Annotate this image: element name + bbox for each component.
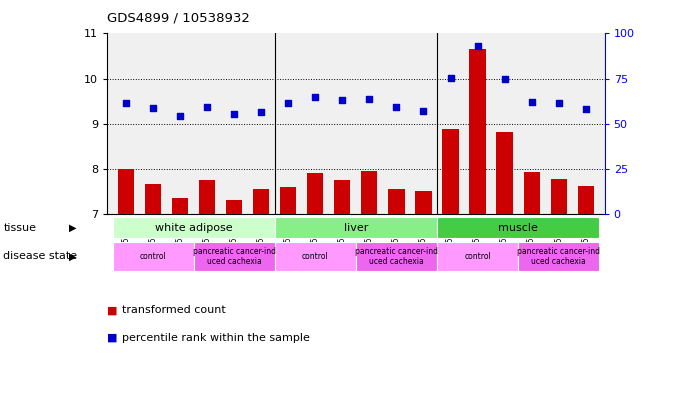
Text: transformed count: transformed count xyxy=(122,305,226,316)
Bar xyxy=(469,49,486,214)
Point xyxy=(418,108,429,114)
Bar xyxy=(113,217,275,238)
Bar xyxy=(442,129,459,214)
Bar xyxy=(199,180,216,214)
Text: ■: ■ xyxy=(107,305,117,316)
Text: control: control xyxy=(302,252,329,261)
Point xyxy=(580,106,591,112)
Bar xyxy=(280,187,296,214)
Point xyxy=(499,76,510,82)
Point xyxy=(120,100,131,107)
Point xyxy=(337,97,348,103)
Point xyxy=(391,103,402,110)
Bar xyxy=(307,173,323,214)
Bar xyxy=(524,172,540,214)
Point xyxy=(445,75,456,81)
Text: white adipose: white adipose xyxy=(155,222,232,233)
Text: muscle: muscle xyxy=(498,222,538,233)
Text: liver: liver xyxy=(343,222,368,233)
Bar xyxy=(118,169,134,214)
Bar xyxy=(437,242,518,271)
Bar xyxy=(578,186,594,214)
Bar xyxy=(226,200,243,214)
Point xyxy=(310,94,321,100)
Point xyxy=(202,103,213,110)
Text: ▶: ▶ xyxy=(69,252,77,261)
Bar xyxy=(275,217,437,238)
Bar xyxy=(361,171,377,214)
Bar xyxy=(437,217,599,238)
Point xyxy=(526,99,537,105)
Text: percentile rank within the sample: percentile rank within the sample xyxy=(122,333,310,343)
Point xyxy=(553,100,564,107)
Text: ■: ■ xyxy=(107,333,117,343)
Bar xyxy=(145,184,161,214)
Text: control: control xyxy=(464,252,491,261)
Text: GDS4899 / 10538932: GDS4899 / 10538932 xyxy=(107,12,250,25)
Point xyxy=(175,112,186,119)
Text: pancreatic cancer-ind
uced cachexia: pancreatic cancer-ind uced cachexia xyxy=(517,247,600,266)
Bar xyxy=(496,132,513,214)
Text: pancreatic cancer-ind
uced cachexia: pancreatic cancer-ind uced cachexia xyxy=(193,247,276,266)
Point xyxy=(148,105,159,111)
Bar xyxy=(253,189,269,214)
Text: tissue: tissue xyxy=(3,222,37,233)
Bar xyxy=(415,191,432,214)
Bar xyxy=(172,198,188,214)
Bar xyxy=(113,242,193,271)
Text: disease state: disease state xyxy=(3,252,77,261)
Point xyxy=(256,109,267,115)
Point xyxy=(472,43,483,49)
Bar xyxy=(356,242,437,271)
Text: control: control xyxy=(140,252,167,261)
Bar xyxy=(193,242,275,271)
Bar xyxy=(551,179,567,214)
Point xyxy=(283,100,294,106)
Text: pancreatic cancer-ind
uced cachexia: pancreatic cancer-ind uced cachexia xyxy=(355,247,438,266)
Bar xyxy=(518,242,599,271)
Bar xyxy=(275,242,356,271)
Text: ▶: ▶ xyxy=(69,222,77,233)
Point xyxy=(364,96,375,103)
Bar xyxy=(388,189,404,214)
Bar xyxy=(334,180,350,214)
Point xyxy=(229,111,240,117)
